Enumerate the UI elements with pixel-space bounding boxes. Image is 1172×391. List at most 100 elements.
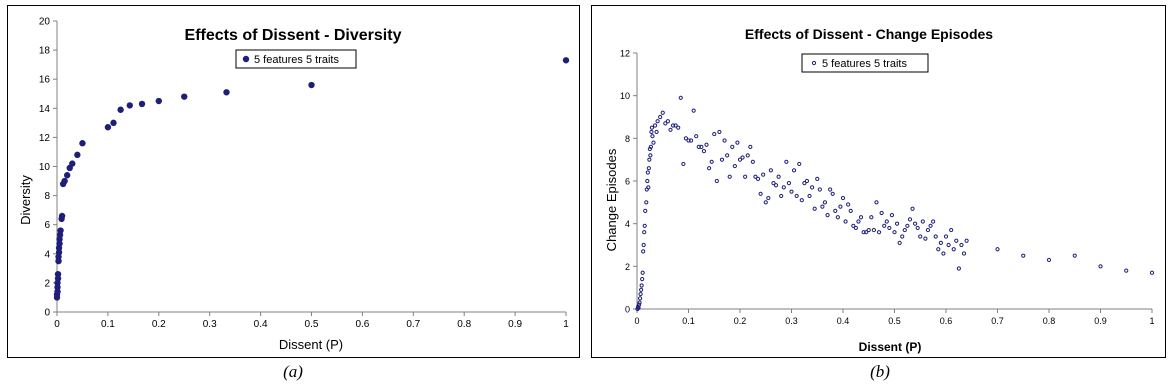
y-tick-label: 4	[625, 219, 630, 229]
x-tick-label: 0.9	[1094, 316, 1107, 326]
data-point	[663, 121, 668, 126]
data-point	[799, 198, 804, 203]
data-point	[79, 140, 86, 147]
data-point	[894, 221, 900, 226]
data-point	[856, 219, 861, 224]
data-points	[53, 57, 570, 301]
data-point	[794, 193, 799, 199]
y-axis-label: Change Episodes	[604, 148, 619, 251]
data-point	[943, 234, 949, 239]
caption-b: (b)	[870, 362, 890, 381]
data-point	[830, 191, 835, 196]
data-point	[308, 81, 315, 89]
data-point	[933, 234, 938, 239]
data-point	[758, 191, 763, 196]
x-axis-label: Dissent (P)	[859, 340, 922, 354]
data-point	[866, 227, 871, 233]
data-point	[804, 178, 810, 184]
data-point	[104, 124, 112, 131]
y-tick-label: 8	[625, 134, 630, 144]
data-point	[646, 185, 651, 190]
data-point	[884, 219, 889, 224]
x-tick-label: 0.1	[101, 319, 115, 330]
legend-marker	[242, 55, 250, 63]
data-point	[643, 208, 648, 213]
data-point	[892, 230, 897, 235]
x-tick-label: 0.6	[355, 319, 369, 330]
data-point	[946, 242, 951, 248]
x-tick-label: 0.9	[508, 319, 522, 330]
data-point	[699, 144, 704, 149]
data-point	[686, 138, 691, 143]
data-point	[871, 227, 876, 233]
y-tick-label: 12	[620, 49, 630, 59]
data-point	[670, 123, 676, 128]
data-point	[869, 215, 874, 220]
data-point	[138, 100, 146, 108]
data-point	[681, 161, 686, 167]
data-point	[810, 185, 815, 190]
data-point	[784, 159, 789, 164]
data-point	[828, 187, 833, 192]
chart-panel-change-episodes: Effects of Dissent - Change Episodes 5 f…	[591, 5, 1166, 358]
data-point	[786, 181, 792, 186]
data-point	[655, 119, 660, 124]
y-tick-label: 14	[39, 104, 51, 115]
data-point	[820, 204, 825, 209]
data-point	[949, 227, 954, 233]
x-tick-label: 0.7	[406, 319, 420, 330]
data-point	[802, 181, 807, 186]
data-point	[58, 212, 66, 220]
y-tick-label: 18	[39, 46, 51, 57]
data-point	[1072, 253, 1077, 258]
data-point	[638, 291, 643, 297]
data-point	[673, 123, 678, 128]
data-point	[688, 138, 694, 143]
x-axis-label: Dissent (P)	[279, 337, 343, 352]
data-point	[647, 157, 652, 162]
data-point	[835, 215, 840, 220]
data-point	[918, 234, 923, 239]
data-point	[644, 200, 649, 205]
data-point	[743, 174, 748, 179]
y-tick-label: 6	[44, 220, 50, 231]
legend-box	[801, 53, 929, 73]
data-point	[995, 247, 1000, 252]
data-point	[727, 174, 732, 179]
x-tick-label: 0.2	[734, 316, 747, 326]
data-point	[722, 138, 727, 143]
data-point	[651, 140, 656, 145]
data-point	[822, 200, 828, 205]
data-point	[704, 142, 709, 147]
data-point	[889, 213, 895, 218]
data-point	[652, 123, 658, 128]
data-point	[732, 163, 737, 169]
x-tick-label: 0.6	[940, 316, 953, 326]
data-point	[740, 155, 745, 160]
data-point	[181, 93, 188, 100]
data-point	[650, 134, 655, 139]
data-point	[789, 189, 794, 194]
data-point	[126, 102, 133, 109]
x-tick-label: 0.3	[203, 319, 217, 330]
x-tick-label: 0.7	[991, 316, 1004, 326]
data-point	[755, 176, 761, 181]
x-tick-label: 0.1	[682, 316, 695, 326]
data-point	[750, 159, 755, 164]
data-point	[931, 219, 936, 224]
data-point	[719, 157, 725, 162]
data-point	[900, 234, 905, 239]
data-point	[851, 223, 856, 228]
data-point	[817, 187, 822, 192]
change-episodes-scatter-chart: Effects of Dissent - Change Episodes 5 f…	[604, 26, 1155, 354]
data-point	[920, 219, 925, 224]
legend-marker	[811, 60, 817, 66]
legend-label: 5 features 5 traits	[254, 54, 339, 66]
data-point	[649, 129, 654, 135]
data-point	[640, 270, 645, 275]
x-tick-label: 0.3	[785, 316, 798, 326]
x-tick-label: 0	[54, 319, 60, 330]
x-tick-label: 0.8	[457, 319, 471, 330]
data-point	[846, 202, 851, 207]
